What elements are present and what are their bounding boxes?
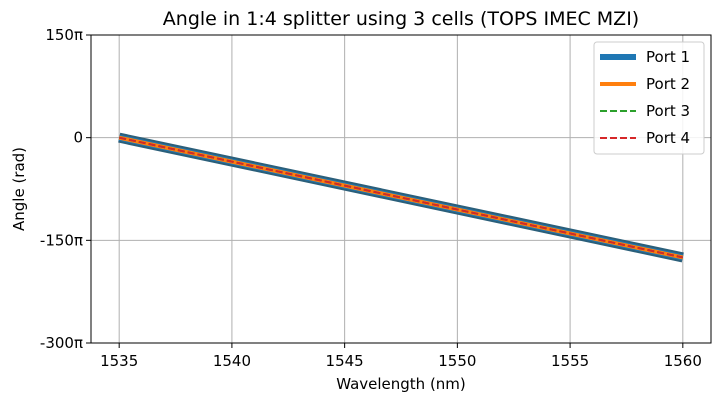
plot-frame: [90, 34, 712, 344]
series-layer: [118, 132, 684, 263]
y-tick-label: 150π: [45, 26, 83, 44]
legend-label-port-1: Port 1: [646, 48, 690, 66]
x-axis-label: Wavelength (nm): [336, 375, 466, 393]
y-axis-label: Angle (rad): [10, 147, 28, 231]
legend: Port 1 Port 2 Port 3 Port 4: [593, 41, 705, 155]
chart-title: Angle in 1:4 splitter using 3 cells (TOP…: [163, 8, 639, 30]
x-tick-label: 1545: [326, 352, 364, 370]
x-tick-label: 1550: [438, 352, 476, 370]
legend-box: [593, 41, 705, 155]
y-tick-label: -300π: [40, 334, 83, 352]
x-tick-label: 1535: [100, 352, 138, 370]
legend-label-port-3: Port 3: [646, 102, 690, 120]
x-tick-label: 1555: [551, 352, 589, 370]
x-tick-label: 1540: [213, 352, 251, 370]
y-axis-ticks: 150π 0 -150π -300π: [40, 26, 91, 352]
y-tick-label: -150π: [40, 231, 83, 249]
x-tick-label: 1560: [664, 352, 702, 370]
y-tick-label: 0: [73, 129, 83, 147]
series-line-port-4: [118, 136, 684, 259]
legend-label-port-2: Port 2: [646, 75, 690, 93]
x-axis-ticks: 1535 1540 1545 1550 1555 1560: [100, 343, 702, 370]
legend-label-port-4: Port 4: [646, 129, 690, 147]
